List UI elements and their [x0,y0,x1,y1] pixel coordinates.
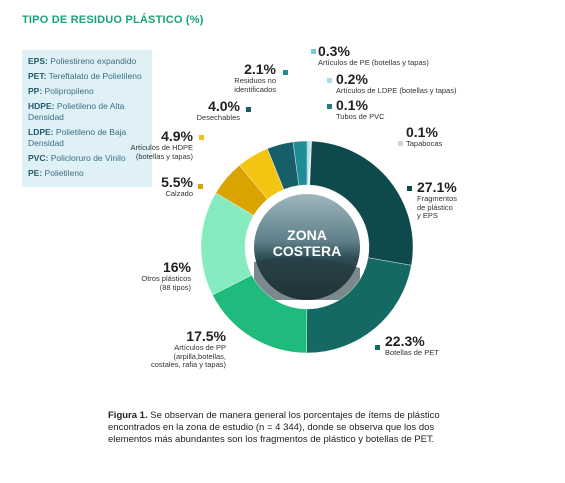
category-label: Residuos no identificados [234,76,276,94]
label-marker [327,104,332,109]
legend-desc: Polipropileno [44,86,94,96]
slice-label: 4.9% Artículos de HDPE (botellas y tapas) [130,129,193,161]
legend-item: EPS: Poliestireno expandido [28,56,146,67]
label-marker [327,78,332,83]
label-marker [198,184,203,189]
label-marker [246,107,251,112]
value-label: 5.5% [161,174,193,190]
center-label-line: COSTERA [273,243,341,259]
label-marker [283,70,288,75]
legend-desc: Policloruro de Vinilo [50,153,126,163]
center-label: ZONA COSTERA [273,227,341,259]
category-label: Otros plásticos (88 tipos) [141,274,191,292]
legend-item: PE: Polietileno [28,168,146,179]
label-marker [375,345,380,350]
legend-abbr: LDPE: [28,127,54,137]
slice-label: 27.1% Fragmentos de plástico y EPS [417,180,457,221]
category-label: Artículos de PP (arpilla,botellas, costa… [150,343,226,369]
value-label: 4.0% [208,98,240,114]
photo-shore [254,257,360,300]
label-marker [199,135,204,140]
category-label: Artículos de HDPE (botellas y tapas) [130,143,193,161]
value-label: 16% [162,259,191,275]
legend-item: PP: Polipropileno [28,86,146,97]
category-label: Botellas de PET [385,348,439,357]
value-label: 22.3% [385,333,425,349]
slice-label: 16% Otros plásticos (88 tipos) [141,260,191,292]
slice-label: 0.2% Artículos de LDPE (botellas y tapas) [336,72,456,96]
slice-label: 5.5% Calzado [161,175,193,199]
slice-label: 17.5% Artículos de PP (arpilla,botellas, … [151,329,226,370]
label-marker [311,49,316,54]
legend: EPS: Poliestireno expandido PET: Tereftal… [22,50,152,187]
slice-label: 0.1% Tubos de PVC [336,98,385,122]
value-label: 17.5% [186,328,226,344]
label-marker [407,186,412,191]
caption: Figura 1. Se observan de manera general … [108,410,478,446]
category-label: Desechables [196,113,240,122]
value-label: 4.9% [161,128,193,144]
slice-label: 2.1% Residuos no identificados [234,62,276,94]
legend-abbr: PVC: [28,153,49,163]
value-label: 0.1% [406,124,438,140]
legend-desc: Tereftalato de Polietileno [48,71,142,81]
value-label: 0.2% [336,71,368,87]
value-label: 2.1% [244,61,276,77]
legend-abbr: PET: [28,71,47,81]
legend-item: HDPE: Polietileno de Alta Densidad [28,101,146,123]
legend-desc: Polietileno de Alta Densidad [28,101,125,122]
slice-label: 0.3% Artículos de PE (botellas y tapas) [318,44,429,68]
legend-desc: Polietileno [44,168,84,178]
legend-abbr: HDPE: [28,101,55,111]
legend-item: PVC: Policloruro de Vinilo [28,153,146,164]
slice [292,140,308,186]
legend-abbr: PP: [28,86,43,96]
chart-title: TIPO DE RESIDUO PLÁSTICO (%) [22,14,204,26]
category-label: Calzado [165,189,193,198]
category-label: Tubos de PVC [336,112,385,121]
value-label: 0.3% [318,43,350,59]
caption-text: Se observan de manera general los porcen… [108,410,440,445]
slice-label: 0.1% Tapabocas [406,125,442,149]
value-label: 27.1% [417,179,457,195]
category-label: Fragmentos de plástico y EPS [417,194,458,220]
slice-label: 22.3% Botellas de PET [385,334,439,358]
caption-lead: Figura 1. [108,410,148,421]
legend-desc: Poliestireno expandido [50,56,137,66]
center-label-line: ZONA [287,227,327,243]
legend-item: LDPE: Polietileno de Baja Densidad [28,127,146,149]
legend-desc: Polietileno de Baja Densidad [28,127,127,148]
category-label: Tapabocas [406,139,443,148]
category-label: Artículos de PE (botellas y tapas) [318,58,429,67]
slice-label: 4.0% Desechables [197,99,240,123]
slice [309,140,414,266]
legend-abbr: EPS: [28,56,48,66]
legend-abbr: PE: [28,168,43,178]
value-label: 0.1% [336,97,368,113]
label-marker [398,141,403,146]
legend-item: PET: Tereftalato de Polietileno [28,71,146,82]
category-label: Artículos de LDPE (botellas y tapas) [336,86,457,95]
